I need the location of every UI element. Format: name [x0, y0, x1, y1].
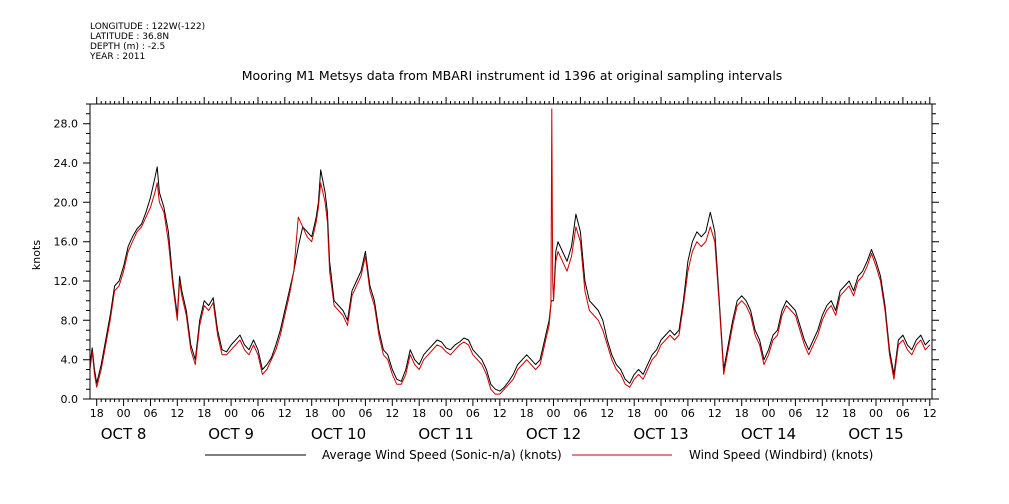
y-tick-label: 12.0: [54, 275, 79, 288]
tick-marks: [83, 97, 939, 406]
y-tick-label: 8.0: [61, 314, 79, 327]
legend-label-average: Average Wind Speed (Sonic-n/a) (knots): [322, 448, 562, 462]
x-tick-label: 06: [681, 407, 695, 420]
meta-year: YEAR : 2011: [89, 52, 145, 62]
y-tick-label: 20.0: [54, 196, 79, 209]
x-day-label: OCT 9: [208, 425, 254, 443]
x-tick-label: 12: [493, 407, 507, 420]
x-tick-label: 06: [573, 407, 587, 420]
x-tick-label: 06: [788, 407, 802, 420]
x-tick-label: 00: [762, 407, 776, 420]
meta-longitude: LONGITUDE : 122W(-122): [90, 22, 205, 32]
x-tick-label: 18: [520, 407, 534, 420]
x-tick-label: 18: [90, 407, 104, 420]
x-tick-label: 18: [842, 407, 856, 420]
x-tick-label: 12: [815, 407, 829, 420]
x-tick-label: 12: [278, 407, 292, 420]
y-tick-label: 28.0: [54, 118, 79, 131]
y-tick-label: 4.0: [61, 354, 79, 367]
x-tick-label: 12: [923, 407, 937, 420]
series-line-windbird-wind-speed: [89, 108, 931, 395]
x-tick-labels: 18 00 06 12 18 00 06 12 18 00 06 12 18 00 06 12 18 00 06 12…: [90, 407, 937, 420]
x-tick-label: 00: [224, 407, 238, 420]
x-tick-label: 00: [332, 407, 346, 420]
chart-title: Mooring M1 Metsys data from MBARI instru…: [242, 68, 783, 83]
x-tick-label: 00: [654, 407, 668, 420]
x-tick-label: 12: [170, 407, 184, 420]
x-day-label: OCT 11: [418, 425, 473, 443]
x-tick-label: 18: [305, 407, 319, 420]
meta-latitude: LATITUDE : 36.8N: [90, 32, 169, 42]
x-tick-label: 00: [547, 407, 561, 420]
series-line-average-wind-speed: [89, 166, 931, 392]
x-tick-label: 00: [869, 407, 883, 420]
x-tick-label: 18: [412, 407, 426, 420]
x-tick-label: 06: [358, 407, 372, 420]
x-day-label: OCT 12: [526, 425, 581, 443]
x-tick-label: 18: [627, 407, 641, 420]
x-day-label: OCT 13: [633, 425, 688, 443]
x-tick-label: 00: [439, 407, 453, 420]
x-day-label: OCT 8: [101, 425, 147, 443]
x-day-labels: OCT 8 OCT 9 OCT 10 OCT 11 OCT 12 OCT 13 OCT 14…: [101, 425, 904, 443]
x-day-label: OCT 15: [848, 425, 903, 443]
meta-depth: DEPTH (m) : -2.5: [90, 42, 165, 52]
x-tick-label: 12: [708, 407, 722, 420]
x-tick-label: 18: [197, 407, 211, 420]
y-axis-label: knots: [30, 240, 43, 270]
y-tick-label: 0.0: [61, 393, 79, 406]
legend-label-windbird: Wind Speed (Windbird) (knots): [689, 448, 873, 462]
x-tick-label: 06: [896, 407, 910, 420]
y-tick-labels: 0.0 4.0 8.0 12.0 16.0 20.0 24.0 28.0: [54, 118, 79, 406]
x-tick-label: 06: [143, 407, 157, 420]
x-tick-label: 18: [735, 407, 749, 420]
x-tick-label: 06: [251, 407, 265, 420]
series-lines: [89, 108, 931, 395]
y-tick-label: 24.0: [54, 157, 79, 170]
x-day-label: OCT 10: [311, 425, 366, 443]
y-tick-label: 16.0: [54, 236, 79, 249]
x-tick-label: 12: [385, 407, 399, 420]
x-tick-label: 12: [600, 407, 614, 420]
x-tick-label: 00: [117, 407, 131, 420]
x-day-label: OCT 14: [741, 425, 796, 443]
axis-ticks: [83, 97, 939, 406]
plot-frame: [89, 103, 933, 400]
x-tick-label: 06: [466, 407, 480, 420]
